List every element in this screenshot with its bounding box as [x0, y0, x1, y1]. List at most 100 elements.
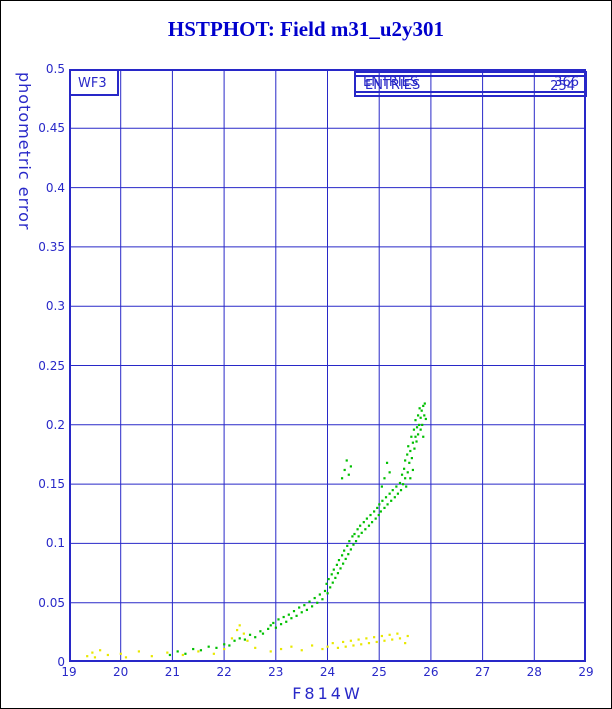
scatter-point — [339, 567, 342, 570]
scatter-point — [369, 513, 372, 517]
x-tick-label: 26 — [423, 665, 439, 679]
x-tick-label: 23 — [268, 665, 284, 679]
scatter-point — [223, 647, 226, 651]
scatter-point — [334, 576, 337, 579]
scatter-point — [176, 650, 179, 653]
scatter-point — [259, 630, 262, 633]
scatter-point — [207, 645, 210, 648]
scatter-point — [91, 651, 94, 654]
scatter-point — [290, 617, 293, 620]
scatter-point — [326, 645, 329, 648]
scatter-point — [419, 416, 422, 419]
scatter-point — [168, 653, 172, 657]
y-tick-label: 0 — [57, 655, 65, 669]
scatter-point — [295, 614, 298, 617]
scatter-point — [407, 445, 410, 448]
scatter-point — [422, 435, 425, 438]
y-tick-label: 0.2 — [45, 417, 65, 432]
scatter-point — [364, 528, 367, 531]
scatter-point — [272, 621, 275, 625]
y-tick-label: 0.3 — [45, 299, 65, 314]
scatter-point — [336, 572, 340, 575]
x-tick-label: 20 — [113, 665, 129, 679]
scatter-point — [416, 433, 420, 436]
scatter-point — [423, 414, 426, 417]
scatter-point — [331, 581, 334, 584]
scatter-point — [391, 638, 394, 641]
entries-label-overlap: ENTRIES — [365, 78, 421, 93]
scatter-point — [327, 577, 330, 581]
scatter-point — [86, 655, 89, 658]
scatter-point — [359, 524, 362, 527]
scatter-point — [310, 605, 314, 608]
scatter-point — [342, 640, 345, 644]
scatter-point — [119, 652, 122, 655]
scatter-point — [212, 652, 215, 655]
scatter-point — [246, 639, 249, 642]
scatter-point — [357, 638, 360, 641]
scatter-point — [199, 649, 203, 652]
scatter-point — [274, 626, 277, 629]
scatter-point — [381, 499, 384, 502]
scatter-point — [166, 651, 169, 654]
scatter-point — [106, 653, 109, 657]
x-tick-label: 22 — [216, 665, 232, 679]
scatter-point — [238, 624, 241, 627]
scatter-point — [374, 517, 377, 520]
scatter-point — [137, 650, 140, 653]
scatter-point — [365, 637, 368, 640]
scatter-point — [248, 633, 252, 636]
scatter-point — [336, 646, 340, 649]
scatter-point — [99, 649, 102, 652]
scatter-point — [290, 645, 293, 648]
scatter-point — [401, 483, 405, 486]
scatter-point — [343, 549, 346, 552]
scatter-point — [329, 586, 332, 589]
scatter-point — [223, 643, 226, 646]
scatter-point — [413, 447, 416, 450]
y-tick-label: 0.35 — [38, 239, 65, 254]
scatter-point — [300, 649, 303, 652]
scatter-point — [236, 628, 239, 632]
scatter-point — [242, 632, 245, 635]
scatter-point — [292, 610, 296, 613]
scatter-point — [399, 489, 403, 492]
scatter-point — [408, 461, 411, 464]
scatter-point — [308, 600, 311, 603]
scatter-point — [404, 642, 407, 645]
scatter-point — [379, 510, 382, 513]
scatter-point — [124, 656, 128, 659]
scatter-point — [347, 473, 350, 476]
y-tick-label: 0.25 — [38, 358, 65, 373]
x-tick-label: 25 — [371, 665, 387, 679]
scatter-point — [192, 647, 195, 651]
scatter-plot-area — [69, 69, 586, 662]
scatter-point — [279, 647, 283, 651]
scatter-point — [377, 513, 380, 517]
scatter-point — [230, 637, 234, 640]
scatter-point — [349, 465, 352, 468]
scatter-point — [391, 489, 394, 492]
scatter-point — [410, 457, 413, 460]
scatter-point — [340, 554, 344, 557]
scatter-point — [406, 453, 409, 456]
scatter-point — [337, 559, 341, 562]
scatter-point — [233, 639, 236, 642]
scatter-point — [348, 540, 351, 543]
scatter-point — [380, 634, 383, 638]
scatter-point — [353, 532, 356, 536]
scatter-point — [375, 640, 378, 644]
scatter-point — [360, 643, 363, 646]
scatter-point — [197, 650, 200, 653]
scatter-point — [396, 632, 399, 635]
scatter-point — [310, 644, 314, 647]
scatter-point — [344, 645, 347, 648]
scatter-point — [404, 459, 407, 462]
plot-frame — [69, 69, 586, 662]
scatter-point — [406, 471, 409, 474]
scatter-point — [388, 633, 391, 636]
scatter-point — [269, 650, 272, 653]
scatter-point — [362, 521, 365, 524]
scatter-point — [393, 496, 396, 499]
x-axis-label: F814W — [292, 684, 363, 703]
